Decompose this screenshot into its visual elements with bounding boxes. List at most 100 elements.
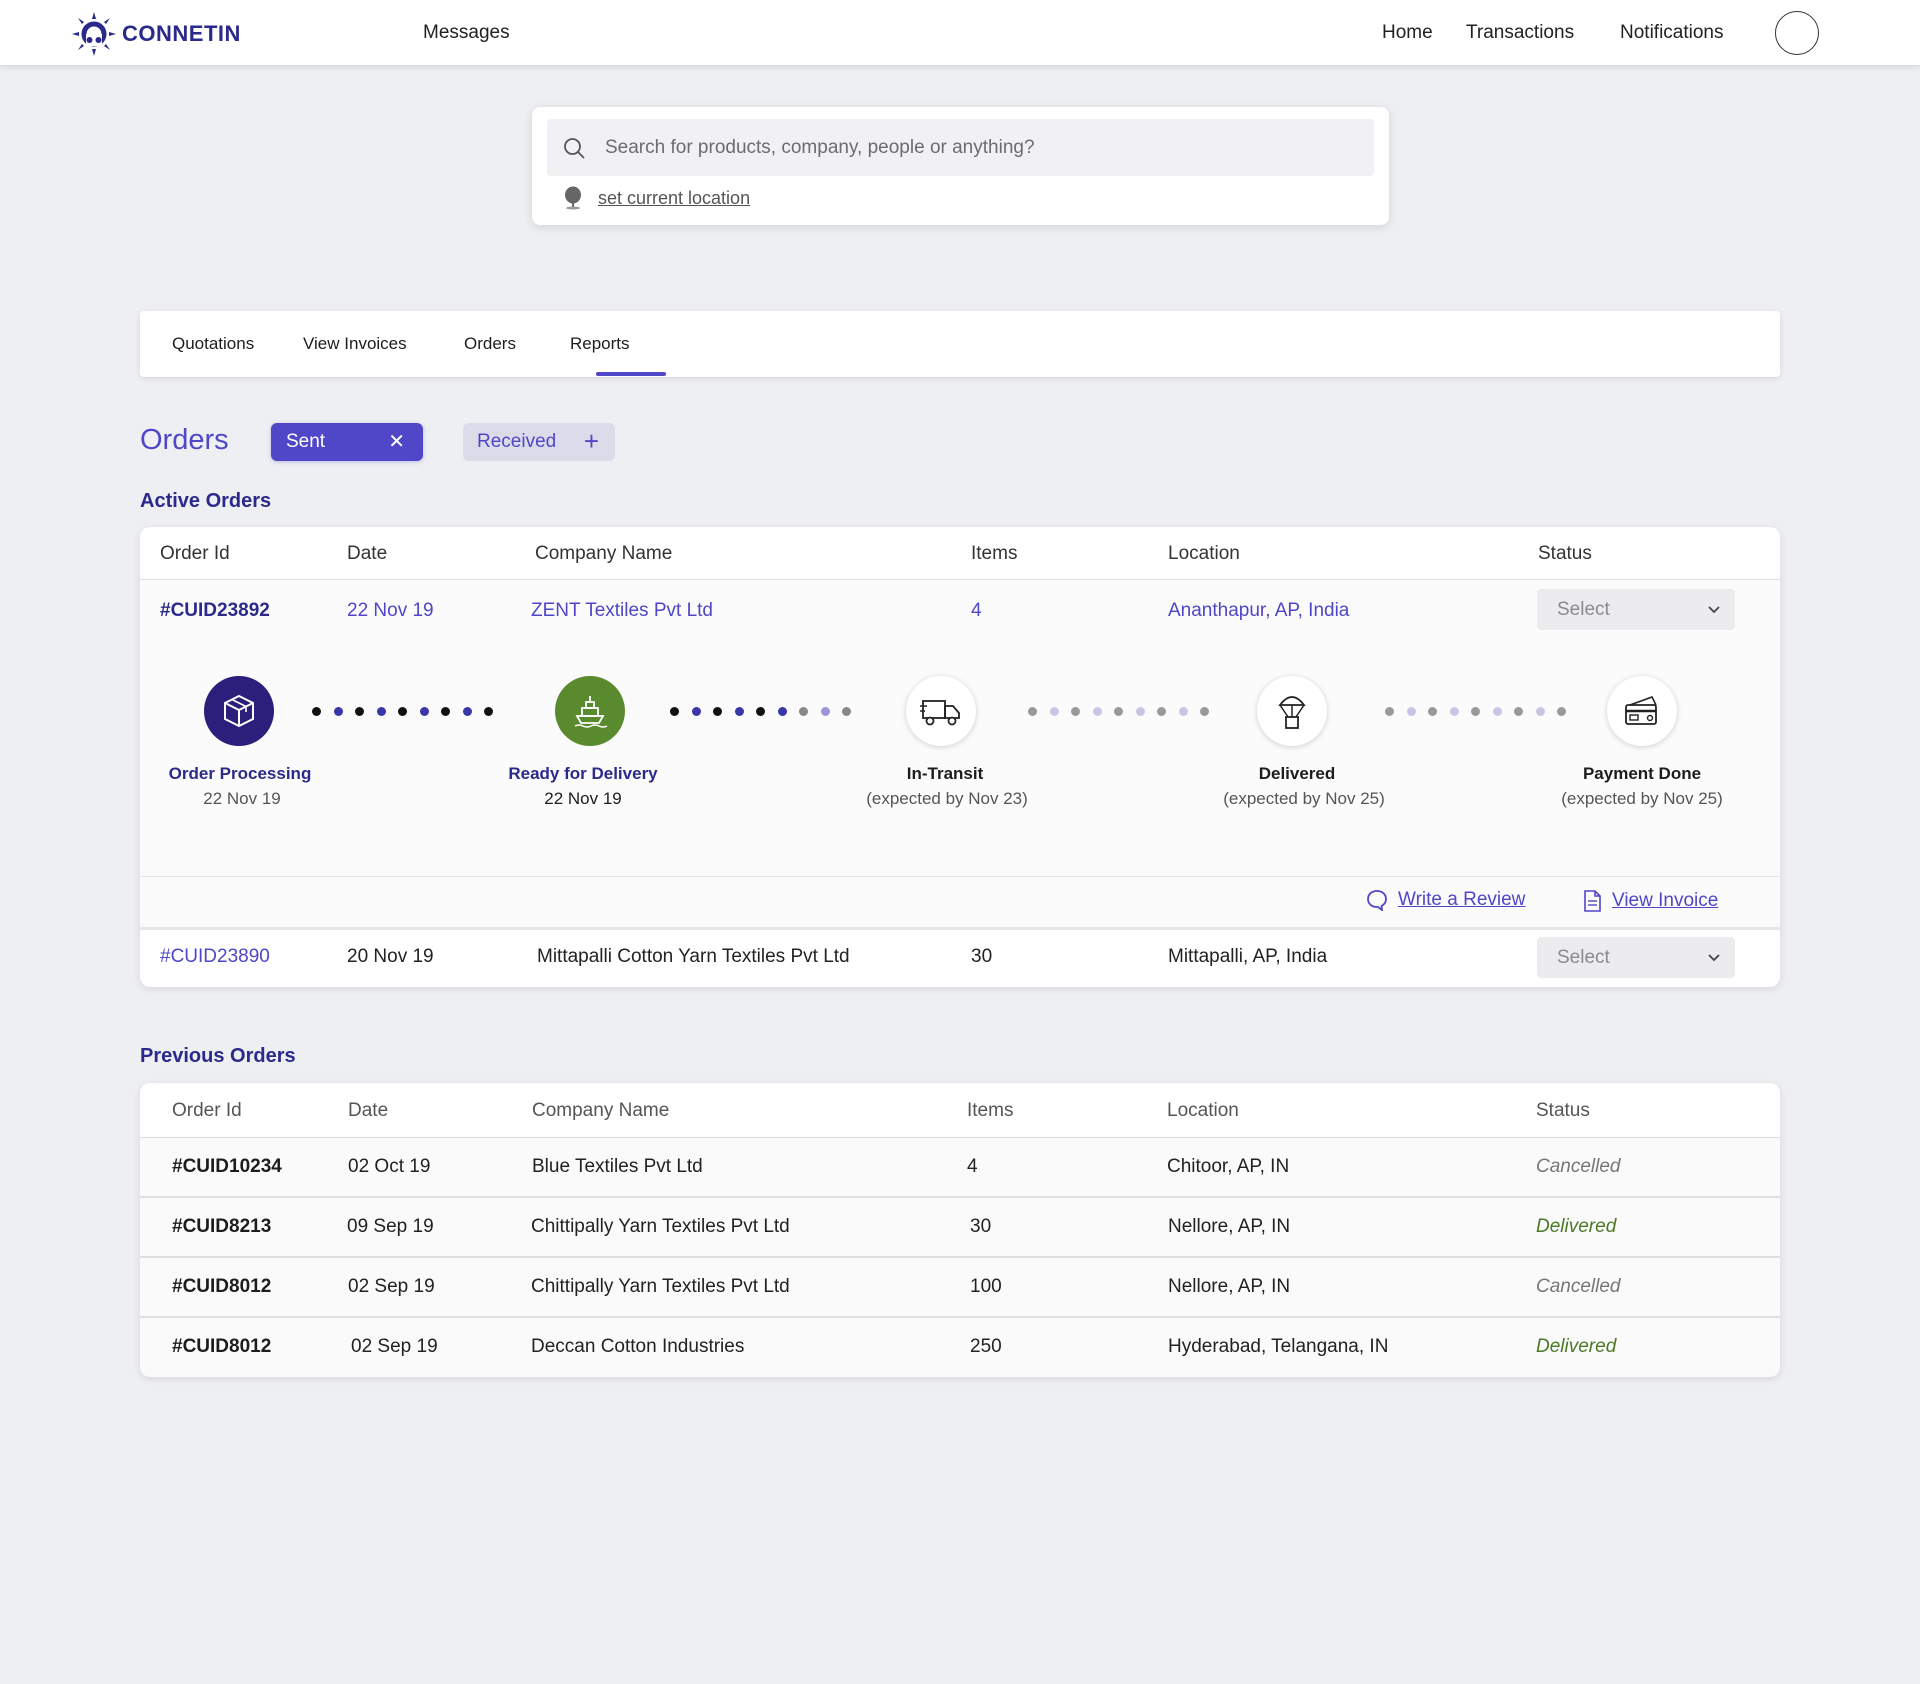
column-header: Status bbox=[1536, 1100, 1590, 1121]
progress-dot bbox=[312, 707, 321, 716]
progress-dot bbox=[1535, 707, 1545, 716]
table-header: Order Id Date Company Name Items Locatio… bbox=[140, 1083, 1780, 1138]
step-date: (expected by Nov 23) bbox=[866, 789, 1028, 808]
status-select[interactable]: Select bbox=[1537, 937, 1735, 978]
order-id: #CUID10234 bbox=[172, 1156, 282, 1177]
status-badge: Cancelled bbox=[1536, 1276, 1621, 1297]
order-items: 30 bbox=[971, 946, 993, 967]
plus-icon[interactable]: + bbox=[583, 426, 599, 456]
progress-dot bbox=[842, 707, 851, 716]
company-name-link[interactable]: ZENT Textiles Pvt Ltd bbox=[531, 600, 713, 621]
box-icon bbox=[224, 694, 254, 728]
write-review-link[interactable]: Write a Review bbox=[1366, 889, 1525, 911]
step-label: Order Processing bbox=[168, 764, 312, 783]
order-items: 4 bbox=[971, 600, 982, 621]
tab-view-invoices[interactable]: View Invoices bbox=[303, 334, 407, 353]
tabs-bar: Quotations View Invoices Orders Reports bbox=[140, 311, 1780, 377]
order-location: Ananthapur, AP, India bbox=[1168, 600, 1350, 621]
step-label: Payment Done bbox=[1582, 764, 1702, 783]
progress-dot bbox=[799, 707, 808, 716]
progress-dot bbox=[441, 707, 450, 716]
company-name: Chittipally Yarn Textiles Pvt Ltd bbox=[531, 1276, 790, 1297]
order-date: 02 Oct 19 bbox=[348, 1156, 431, 1177]
progress-dot bbox=[1406, 707, 1416, 716]
table-row[interactable]: #CUID8213 09 Sep 19 Chittipally Yarn Tex… bbox=[140, 1198, 1780, 1258]
column-header: Items bbox=[967, 1100, 1014, 1121]
progress-dot bbox=[376, 707, 386, 716]
progress-dot bbox=[1028, 707, 1037, 716]
view-invoice-link[interactable]: View Invoice bbox=[1582, 889, 1718, 913]
action-divider bbox=[140, 876, 1780, 877]
column-header: Location bbox=[1168, 543, 1240, 564]
table-row[interactable]: #CUID8012 02 Sep 19 Chittipally Yarn Tex… bbox=[140, 1258, 1780, 1318]
order-id: #CUID8213 bbox=[172, 1216, 272, 1237]
progress-dot bbox=[355, 707, 364, 716]
nav-messages-link[interactable]: Messages bbox=[423, 22, 510, 43]
company-name: Deccan Cotton Industries bbox=[531, 1336, 745, 1357]
tab-quotations[interactable]: Quotations bbox=[172, 334, 255, 353]
progress-dot bbox=[691, 707, 701, 716]
brand-logo[interactable]: CONNETIN bbox=[70, 10, 241, 58]
chat-bubble-icon bbox=[1367, 890, 1387, 911]
status-select-value: Select bbox=[1557, 598, 1610, 620]
step-label: In-Transit bbox=[906, 764, 984, 783]
previous-orders-table: Order Id Date Company Name Items Locatio… bbox=[140, 1083, 1780, 1377]
connetin-logo-icon bbox=[72, 12, 116, 56]
step-delivered bbox=[1257, 676, 1327, 746]
nav-transactions-link[interactable]: Transactions bbox=[1466, 22, 1575, 43]
search-input[interactable] bbox=[605, 136, 1345, 159]
ship-icon bbox=[574, 696, 608, 728]
set-location-link[interactable]: set current location bbox=[598, 187, 751, 208]
order-date: 20 Nov 19 bbox=[347, 946, 434, 967]
step-label: Delivered bbox=[1258, 764, 1336, 783]
status-select[interactable]: Select bbox=[1537, 589, 1735, 630]
tab-orders[interactable]: Orders bbox=[464, 334, 516, 353]
chevron-down-icon bbox=[1708, 606, 1720, 614]
table-row[interactable]: #CUID8012 02 Sep 19 Deccan Cotton Indust… bbox=[140, 1318, 1780, 1377]
expanded-order-row bbox=[140, 580, 1780, 930]
progress-dot bbox=[1514, 707, 1523, 716]
tab-reports[interactable]: Reports bbox=[570, 334, 630, 353]
filter-chip-received[interactable]: Received + bbox=[463, 423, 615, 461]
user-avatar[interactable] bbox=[1775, 11, 1819, 55]
company-name: Chittipally Yarn Textiles Pvt Ltd bbox=[531, 1216, 790, 1237]
order-items: 30 bbox=[970, 1216, 992, 1237]
order-items: 4 bbox=[967, 1156, 978, 1177]
credit-card-icon bbox=[1625, 696, 1657, 725]
filter-chip-sent[interactable]: Sent ✕ bbox=[271, 423, 423, 461]
step-in-transit bbox=[906, 676, 976, 746]
top-navigation-bar: CONNETIN Messages Home Transactions Noti… bbox=[0, 0, 1920, 65]
row-separator bbox=[140, 927, 1780, 930]
previous-orders-title: Previous Orders bbox=[140, 1045, 296, 1067]
progress-dot bbox=[1428, 707, 1437, 716]
chip-sent-label: Sent bbox=[286, 431, 326, 452]
nav-notifications-link[interactable]: Notifications bbox=[1620, 22, 1724, 43]
truck-icon bbox=[920, 700, 960, 726]
progress-dot bbox=[777, 707, 787, 716]
header-divider bbox=[140, 579, 1780, 580]
step-payment-done bbox=[1607, 676, 1677, 746]
progress-dot bbox=[1178, 707, 1188, 716]
step-ready-for-delivery bbox=[555, 676, 625, 746]
order-items: 250 bbox=[970, 1336, 1002, 1357]
search-bar[interactable] bbox=[547, 119, 1374, 176]
order-location: Nellore, AP, IN bbox=[1168, 1216, 1291, 1237]
column-header: Location bbox=[1167, 1100, 1239, 1121]
order-date: 02 Sep 19 bbox=[351, 1336, 438, 1357]
nav-home-link[interactable]: Home bbox=[1382, 22, 1433, 43]
order-id-link[interactable]: #CUID23892 bbox=[160, 600, 270, 621]
order-id-link[interactable]: #CUID23890 bbox=[160, 946, 270, 967]
order-date: 22 Nov 19 bbox=[347, 600, 434, 621]
active-tab-indicator bbox=[596, 372, 666, 376]
close-icon[interactable]: ✕ bbox=[388, 431, 405, 453]
progress-dot bbox=[820, 707, 830, 716]
order-location: Chitoor, AP, IN bbox=[1167, 1156, 1290, 1177]
table-row[interactable]: #CUID10234 02 Oct 19 Blue Textiles Pvt L… bbox=[140, 1138, 1780, 1198]
status-badge: Delivered bbox=[1536, 1336, 1617, 1357]
progress-dot bbox=[484, 707, 493, 716]
chip-received-label: Received bbox=[477, 431, 557, 452]
column-header: Order Id bbox=[160, 543, 230, 564]
column-header: Company Name bbox=[535, 543, 673, 564]
progress-dot bbox=[462, 707, 472, 716]
status-select-value: Select bbox=[1557, 946, 1610, 968]
